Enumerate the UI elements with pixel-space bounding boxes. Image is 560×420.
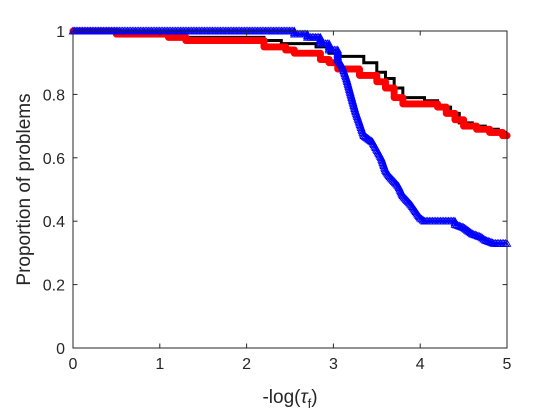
x-tick-label: 1 [155, 356, 164, 373]
series-3-point [302, 31, 312, 40]
x-tick-label: 3 [329, 356, 338, 373]
x-axis-label-symbol: τ [300, 387, 309, 408]
ticks-layer: 0 1 2 3 4 5 0 0.2 0.4 0.6 0.8 1 [43, 24, 512, 373]
series-3-point [289, 28, 299, 36]
x-axis-label-suffix: ) [311, 387, 317, 408]
axes-layer [72, 30, 508, 349]
series-3-point [324, 43, 334, 52]
x-tick-label: 4 [416, 356, 425, 373]
y-tick-label: 0.4 [43, 214, 65, 231]
y-tick-label: 0.2 [43, 278, 65, 295]
y-tick-label: 0.6 [43, 151, 65, 168]
series-3-point [316, 37, 325, 46]
x-axis-label: -log(τf) [262, 387, 317, 411]
series-2-line [73, 29, 507, 137]
x-axis-label-prefix: -log( [262, 387, 301, 408]
x-tick-label: 2 [242, 356, 251, 373]
y-tick-label: 0 [56, 341, 65, 358]
axes-frame [72, 30, 508, 349]
y-axis-label: Proportion of problems [14, 93, 35, 285]
series-3-line [73, 29, 507, 245]
x-tick-label: 5 [503, 356, 512, 373]
y-tick-label: 1 [56, 24, 65, 41]
y-tick-label: 0.8 [43, 87, 65, 104]
x-axis-label-subscript: f [308, 396, 312, 411]
x-tick-label: 0 [69, 356, 78, 373]
plot-area [73, 31, 507, 348]
